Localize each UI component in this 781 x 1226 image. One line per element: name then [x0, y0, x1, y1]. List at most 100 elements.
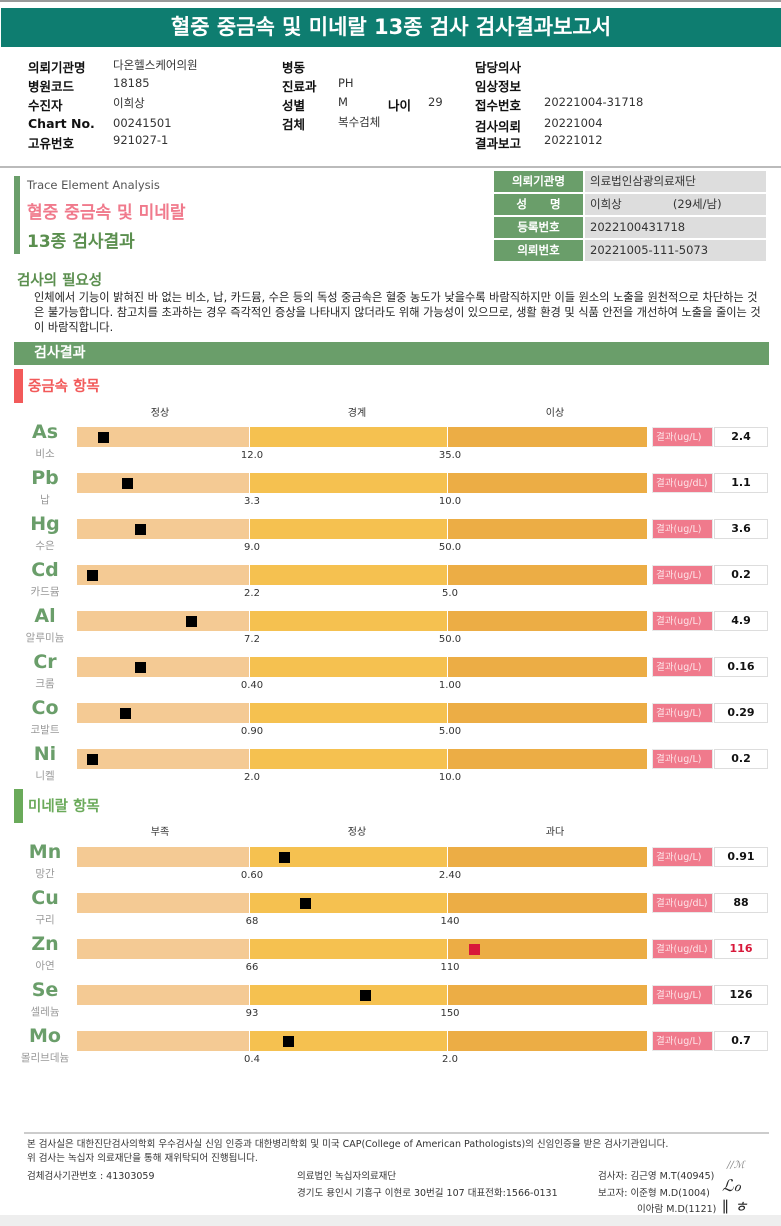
element-symbol: Cu — [31, 887, 59, 909]
result-marker — [134, 662, 146, 673]
threshold-2-label: 150 — [440, 1008, 460, 1019]
info-label: 성별 — [282, 98, 306, 113]
threshold-1-label: 0.4 — [244, 1054, 260, 1065]
result-marker — [282, 1036, 294, 1047]
bar-segment-low — [77, 657, 249, 677]
bar-segment-mid — [250, 657, 447, 677]
threshold-1-label: 93 — [245, 1008, 259, 1019]
bar-segment-low — [77, 703, 249, 723]
page-bottom-band — [0, 1215, 781, 1226]
result-unit-label: 결과(ug/L) — [652, 985, 713, 1005]
bar-segment-low — [77, 939, 249, 959]
summary-row: 성 명 이희상 (29세/남) — [494, 194, 766, 215]
result-value: 88 — [714, 893, 768, 913]
summary-key: 의뢰번호 — [494, 240, 583, 261]
bar-segment-high — [448, 1031, 647, 1051]
bar-segment-mid — [250, 519, 447, 539]
bar-segment-high — [448, 893, 647, 913]
result-value: 1.1 — [714, 473, 768, 493]
result-unit-label: 결과(ug/L) — [652, 749, 713, 769]
result-row-hg: Hg 수은 9.0 50.0 결과(ug/L) 3.6 — [0, 513, 781, 565]
summary-row: 의뢰기관명 의료법인삼광의료재단 — [494, 171, 766, 192]
result-row-cr: Cr 크롬 0.40 1.00 결과(ug/L) 0.16 — [0, 651, 781, 703]
bar-segment-mid — [250, 939, 447, 959]
result-value: 126 — [714, 985, 768, 1005]
threshold-1-label: 0.90 — [240, 726, 264, 737]
result-marker — [119, 708, 131, 719]
element-symbol: Hg — [30, 513, 60, 535]
info-label: 접수번호 — [475, 98, 522, 113]
info-value: 복수검체 — [338, 115, 381, 129]
result-marker — [121, 478, 133, 489]
bar-segment-high — [448, 473, 647, 493]
result-value: 0.7 — [714, 1031, 768, 1051]
info-value: M — [338, 95, 348, 109]
info-label: 수진자 — [28, 98, 63, 113]
footer-reporter: 보고자: 이준형 M.D(1004) — [598, 1188, 710, 1199]
bar-segment-high — [448, 847, 647, 867]
result-marker — [186, 616, 197, 627]
bar-segment-low — [77, 749, 249, 769]
info-value: 00241501 — [113, 116, 172, 130]
bar-segment-high — [448, 519, 647, 539]
result-unit-label: 결과(ug/L) — [652, 847, 713, 867]
element-symbol: Zn — [31, 933, 59, 955]
result-row-co: Co 코발트 0.90 5.00 결과(ug/L) 0.29 — [0, 697, 781, 749]
threshold-1-label: 0.60 — [240, 870, 264, 881]
bar-segment-mid — [250, 473, 447, 493]
bar-segment-mid — [250, 611, 447, 631]
analysis-title-en: Trace Element Analysis — [27, 178, 160, 192]
result-unit-label: 결과(ug/L) — [652, 427, 713, 447]
result-unit-label: 결과(ug/L) — [652, 611, 713, 631]
summary-key: 등록번호 — [494, 217, 583, 238]
threshold-2-label: 5.0 — [442, 588, 458, 599]
threshold-1-label: 7.2 — [244, 634, 260, 645]
summary-value: 이희상 (29세/남) — [585, 194, 766, 215]
result-row-zn: Zn 아연 66 110 결과(ug/dL) 116 — [0, 933, 781, 985]
element-name: 비소 — [35, 448, 55, 460]
result-row-se: Se 셀레늄 93 150 결과(ug/L) 126 — [0, 979, 781, 1031]
element-name: 수은 — [35, 540, 55, 552]
summary-value: 2022100431718 — [585, 217, 766, 238]
bar-segment-low — [77, 565, 249, 585]
info-label: 검사의뢰 — [475, 119, 522, 134]
result-value: 116 — [714, 939, 768, 959]
result-marker — [86, 754, 98, 765]
necessity-title: 검사의 필요성 — [17, 273, 103, 289]
result-marker — [300, 898, 311, 909]
bar-segment-low — [77, 611, 249, 631]
footer-address: 경기도 용인시 기흥구 이현로 30번길 107 대표전화:1566-0131 — [297, 1188, 558, 1199]
zone-label: 정상 — [150, 408, 170, 419]
result-row-pb: Pb 납 3.3 10.0 결과(ug/dL) 1.1 — [0, 467, 781, 519]
bar-segment-low — [77, 427, 249, 447]
info-label: 검체 — [282, 117, 306, 132]
age-label: 나이 — [388, 98, 412, 113]
result-value: 0.2 — [714, 749, 768, 769]
result-value: 4.9 — [714, 611, 768, 631]
info-label: 담당의사 — [475, 60, 522, 75]
result-unit-label: 결과(ug/dL) — [652, 893, 713, 913]
info-label: 병원코드 — [28, 79, 75, 94]
element-name: 코발트 — [30, 724, 60, 736]
zone-label: 과다 — [545, 827, 565, 838]
bar-segment-high — [448, 657, 647, 677]
footer-lab-number: 검체검사기관번호 : 41303059 — [27, 1171, 155, 1182]
info-value: 20221004-31718 — [544, 95, 644, 109]
result-marker — [86, 570, 98, 581]
info-label: 진료과 — [282, 79, 317, 94]
result-value: 0.91 — [714, 847, 768, 867]
result-unit-label: 결과(ug/dL) — [652, 473, 713, 493]
info-value: 18185 — [113, 76, 150, 90]
zone-label: 이상 — [545, 408, 565, 419]
element-symbol: Cr — [33, 651, 57, 673]
reporter-signature-icon: ℒℴ — [722, 1176, 741, 1195]
result-marker — [134, 524, 146, 535]
element-symbol: Pb — [31, 467, 59, 489]
result-unit-label: 결과(ug/L) — [652, 565, 713, 585]
element-symbol: Ni — [33, 743, 57, 765]
element-name: 알루미늄 — [25, 632, 65, 644]
result-row-mn: Mn 망간 0.60 2.40 결과(ug/L) 0.91 — [0, 841, 781, 893]
footer-tester: 검사자: 김근영 M.T(40945) — [598, 1171, 715, 1182]
summary-key: 의뢰기관명 — [494, 171, 583, 192]
bar-segment-high — [448, 703, 647, 723]
